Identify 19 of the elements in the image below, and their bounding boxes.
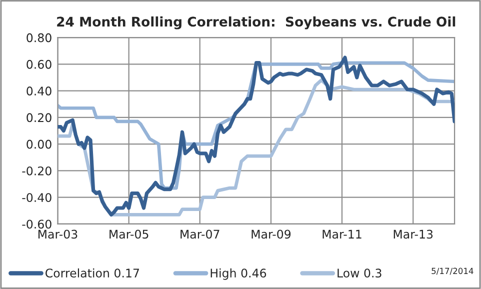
y-tick-label: 0.00 xyxy=(26,140,52,149)
y-tick-label: -0.20 xyxy=(22,166,52,176)
x-tick-label: Mar-05 xyxy=(110,230,148,239)
y-tick-label: -0.40 xyxy=(22,193,52,202)
y-tick-label: 0.60 xyxy=(26,60,52,69)
x-tick-label: Mar-07 xyxy=(180,230,220,239)
x-tick-label: Mar-11 xyxy=(322,230,362,239)
y-tick-label: -0.60 xyxy=(22,220,52,229)
x-tick-label: Mar-13 xyxy=(394,230,433,239)
x-tick-label: Mar-09 xyxy=(252,230,291,239)
y-tick-label: 0.20 xyxy=(26,113,52,122)
chart-title: 24 Month Rolling Correlation: Soybeans vs. Crude Oil xyxy=(57,16,456,30)
legend-label: Correlation 0.17 xyxy=(46,268,139,278)
text: 5/17/2014 xyxy=(432,268,474,275)
y-tick-label: 0.80 xyxy=(26,33,52,42)
legend-label: Low 0.3 xyxy=(338,268,382,278)
x-tick-label: Mar-03 xyxy=(38,230,78,239)
legend-label: High 0.46 xyxy=(210,268,266,280)
y-tick-label: 0.40 xyxy=(26,86,52,96)
